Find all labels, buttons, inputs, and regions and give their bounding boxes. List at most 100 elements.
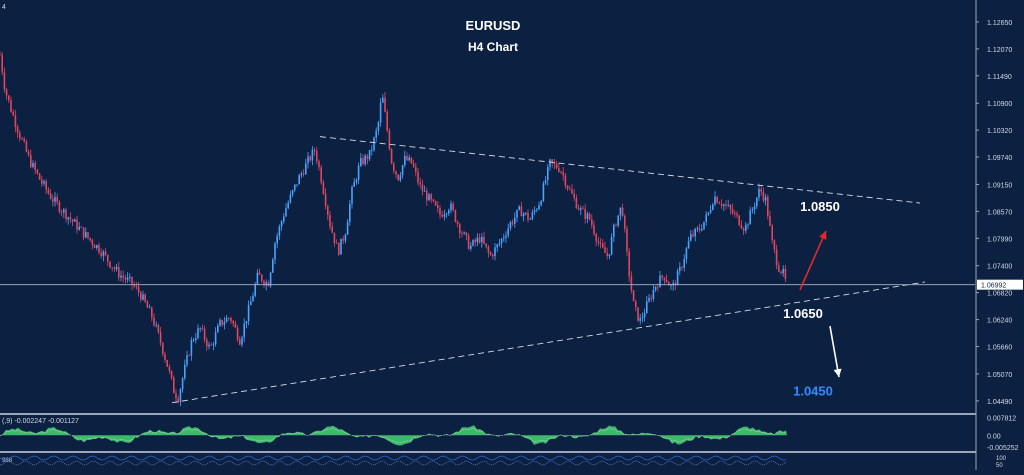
candle-body	[16, 126, 19, 133]
candle-body	[643, 313, 646, 318]
stoch-d-line	[0, 460, 787, 466]
candle-body	[338, 243, 340, 255]
candle-body	[219, 319, 221, 326]
candle-body	[709, 209, 712, 213]
candle-body	[133, 284, 135, 287]
up-arrow-head	[819, 230, 827, 240]
candle-body	[278, 226, 281, 236]
candle-body	[522, 213, 525, 217]
y-tick-label: 1.10900	[987, 101, 1012, 108]
candle-body	[104, 251, 107, 255]
candle-body	[313, 149, 316, 152]
candle-body	[368, 150, 371, 160]
candle-body	[747, 224, 749, 226]
candle-body	[696, 228, 699, 230]
candle-body	[494, 247, 496, 257]
candle-body	[778, 265, 780, 272]
candle-body	[547, 166, 549, 181]
candle-body	[294, 184, 296, 191]
candle-body	[36, 169, 39, 174]
candle-body	[19, 132, 21, 139]
candle-body	[516, 209, 518, 218]
y-tick-label: 1.11490	[987, 74, 1012, 81]
candle-body	[239, 339, 241, 345]
candle-body	[137, 286, 140, 293]
candle-body	[461, 233, 463, 234]
candle-body	[652, 289, 655, 300]
candle-body	[58, 201, 61, 212]
candle-body	[280, 221, 283, 227]
y-tick-label: 1.07990	[987, 236, 1012, 243]
candle-body	[454, 210, 457, 222]
candle-body	[503, 237, 505, 239]
candle-body	[767, 196, 769, 216]
candle-body	[417, 171, 419, 183]
candle-body	[93, 244, 96, 248]
candle-body	[45, 181, 47, 190]
candle-body	[265, 282, 267, 286]
candle-body	[694, 228, 696, 237]
candle-body	[102, 251, 105, 257]
candle-body	[177, 398, 179, 403]
y-tick-label: 1.09740	[987, 155, 1012, 162]
candle-body	[630, 276, 633, 291]
candle-body	[401, 165, 404, 176]
candle-body	[241, 337, 243, 345]
candle-body	[388, 130, 391, 150]
candle-body	[203, 328, 206, 340]
candle-body	[615, 224, 617, 226]
candle-body	[32, 162, 34, 168]
candle-body	[140, 292, 142, 300]
candle-body	[632, 290, 635, 302]
candle-body	[586, 213, 589, 219]
candle-body	[582, 208, 584, 210]
candle-body	[408, 157, 410, 161]
candle-body	[197, 328, 199, 338]
candle-body	[538, 205, 540, 210]
candle-body	[283, 216, 285, 222]
candle-body	[107, 254, 109, 262]
candle-body	[441, 214, 443, 217]
candle-body	[324, 193, 327, 207]
candle-body	[723, 204, 725, 206]
arrows-layer	[799, 230, 842, 378]
candle-body	[142, 294, 144, 300]
candle-body	[56, 197, 58, 202]
candle-body	[560, 171, 562, 173]
candle-body	[223, 322, 226, 325]
candle-body	[100, 252, 102, 257]
candle-body	[573, 193, 575, 198]
candle-body	[327, 206, 329, 216]
candle-body	[296, 184, 298, 186]
candle-body	[421, 184, 424, 192]
candle-body	[371, 149, 373, 151]
candle-body	[27, 151, 30, 155]
candle-body	[302, 173, 305, 175]
candle-body	[610, 236, 613, 255]
candle-body	[168, 366, 171, 371]
candle-body	[159, 332, 162, 343]
candle-body	[175, 393, 177, 399]
macd-histogram	[0, 425, 787, 446]
candle-body	[5, 89, 8, 96]
candle-body	[498, 243, 501, 245]
candle-body	[366, 155, 369, 160]
candle-body	[419, 182, 421, 185]
candle-body	[492, 254, 494, 257]
candle-body	[663, 277, 666, 280]
candle-body	[727, 205, 729, 206]
candle-body	[267, 282, 270, 287]
candle-body	[12, 111, 14, 116]
candle-body	[333, 232, 336, 243]
candle-body	[509, 222, 512, 229]
candle-body	[346, 221, 349, 235]
candle-body	[731, 208, 734, 214]
candle-body	[756, 197, 758, 207]
candle-body	[76, 219, 78, 230]
candle-body	[705, 214, 707, 222]
candle-body	[439, 208, 441, 215]
candle-body	[478, 237, 481, 243]
candle-body	[426, 191, 428, 201]
